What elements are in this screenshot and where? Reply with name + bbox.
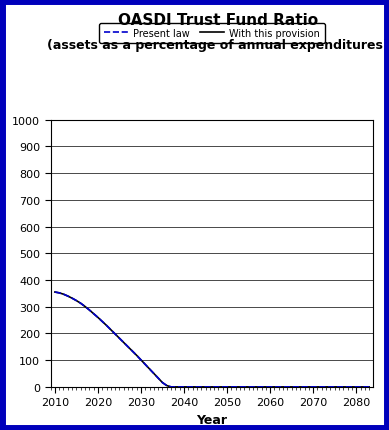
- Present law: [152, 371, 156, 376]
- With this provision: [121, 340, 126, 345]
- Present law: [134, 353, 139, 358]
- With this provision: [143, 362, 147, 367]
- Present law: [165, 383, 169, 388]
- With this provision: [165, 383, 169, 388]
- Present law: [78, 301, 83, 306]
- With this provision: [91, 311, 96, 316]
- Line: With this provision: With this provision: [55, 292, 369, 387]
- With this provision: [78, 301, 83, 306]
- Present law: [130, 349, 135, 354]
- With this provision: [138, 357, 143, 362]
- Present law: [143, 362, 147, 367]
- With this provision: [130, 349, 135, 354]
- Line: Present law: Present law: [55, 292, 369, 387]
- With this provision: [152, 371, 156, 376]
- Present law: [96, 315, 100, 320]
- Present law: [169, 384, 173, 390]
- With this provision: [311, 384, 315, 390]
- With this provision: [173, 384, 178, 390]
- Present law: [109, 327, 113, 332]
- Present law: [160, 380, 165, 385]
- With this provision: [268, 384, 272, 390]
- With this provision: [126, 344, 130, 350]
- With this provision: [134, 353, 139, 358]
- Present law: [367, 384, 371, 390]
- With this provision: [367, 384, 371, 390]
- With this provision: [169, 384, 173, 390]
- Present law: [225, 384, 230, 390]
- With this provision: [70, 296, 74, 301]
- Present law: [268, 384, 272, 390]
- Present law: [117, 336, 122, 341]
- With this provision: [65, 294, 70, 299]
- With this provision: [177, 384, 182, 390]
- Present law: [70, 296, 74, 301]
- Present law: [173, 384, 178, 390]
- With this provision: [57, 291, 61, 296]
- Present law: [87, 307, 92, 313]
- With this provision: [109, 327, 113, 332]
- Present law: [65, 294, 70, 299]
- Present law: [156, 376, 161, 381]
- Present law: [121, 340, 126, 345]
- With this provision: [74, 298, 79, 304]
- With this provision: [53, 290, 57, 295]
- Text: (assets as a percentage of annual expenditures): (assets as a percentage of annual expend…: [47, 39, 389, 52]
- Present law: [182, 384, 186, 390]
- Text: OASDI Trust Fund Ratio: OASDI Trust Fund Ratio: [118, 13, 318, 28]
- With this provision: [87, 307, 92, 313]
- Present law: [74, 298, 79, 304]
- Present law: [311, 384, 315, 390]
- Present law: [113, 332, 117, 337]
- With this provision: [104, 323, 109, 328]
- With this provision: [83, 304, 88, 309]
- Y-axis label: Percent: Percent: [0, 230, 7, 277]
- With this provision: [160, 380, 165, 385]
- X-axis label: Year: Year: [196, 413, 228, 426]
- With this provision: [100, 319, 105, 324]
- With this provision: [147, 366, 152, 372]
- Present law: [138, 357, 143, 362]
- With this provision: [61, 292, 66, 297]
- With this provision: [156, 376, 161, 381]
- Present law: [126, 344, 130, 350]
- Present law: [61, 292, 66, 297]
- Present law: [104, 323, 109, 328]
- Legend: Present law, With this provision: Present law, With this provision: [99, 24, 325, 43]
- Present law: [53, 290, 57, 295]
- With this provision: [96, 315, 100, 320]
- Present law: [177, 384, 182, 390]
- With this provision: [182, 384, 186, 390]
- Present law: [57, 291, 61, 296]
- Present law: [91, 311, 96, 316]
- With this provision: [225, 384, 230, 390]
- Present law: [83, 304, 88, 309]
- With this provision: [117, 336, 122, 341]
- Present law: [147, 366, 152, 372]
- With this provision: [113, 332, 117, 337]
- Present law: [100, 319, 105, 324]
